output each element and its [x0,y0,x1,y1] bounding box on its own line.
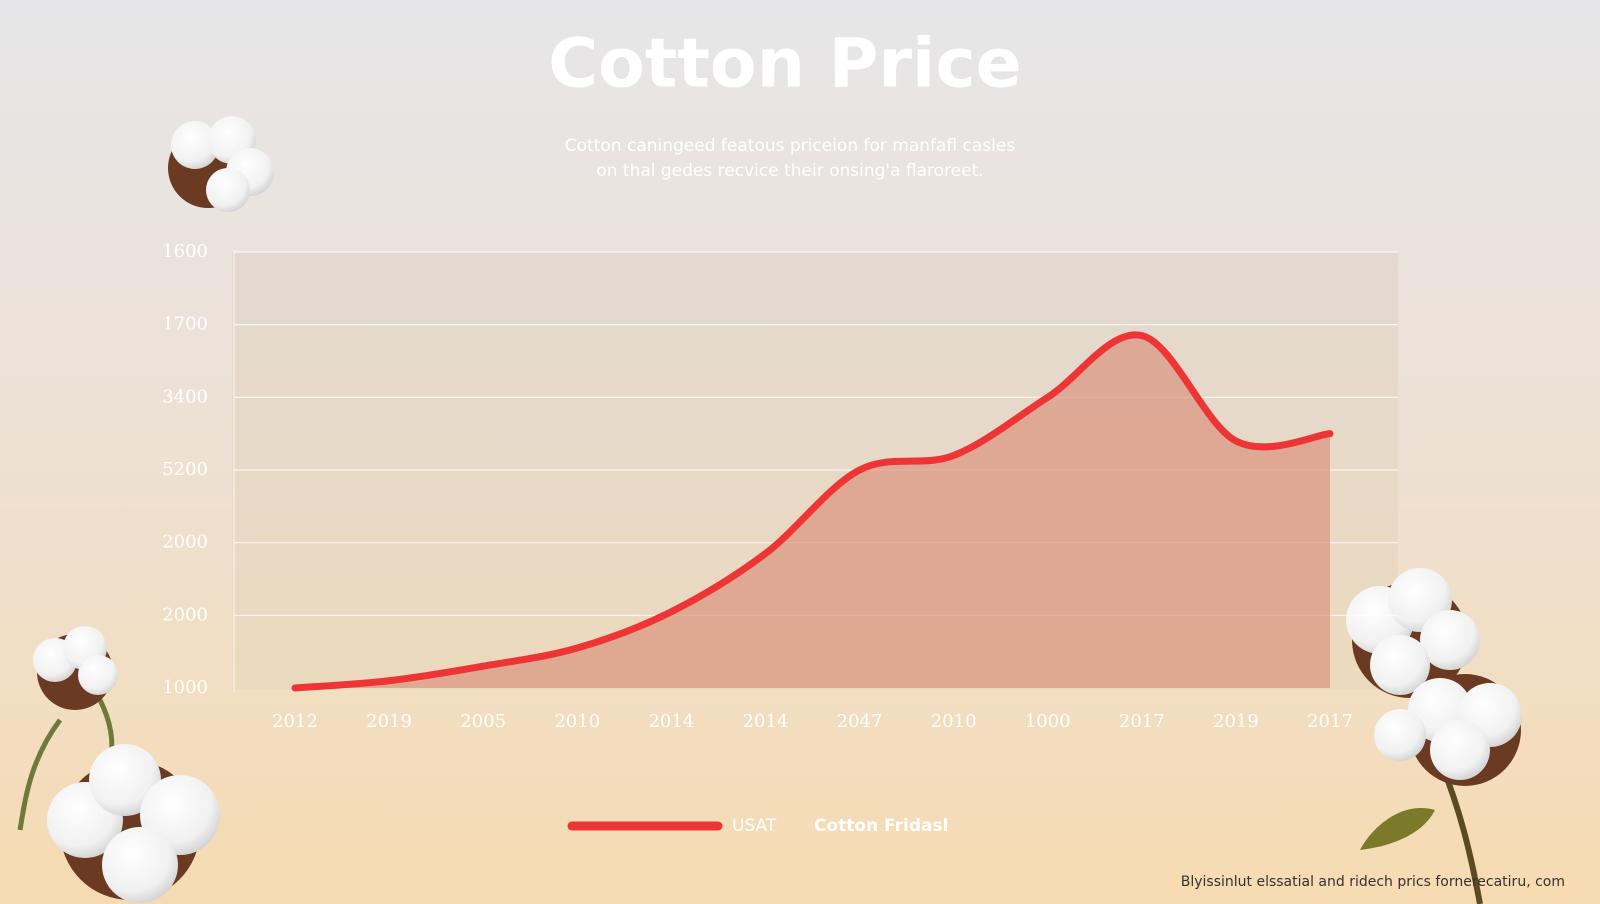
x-tick-label: 2005 [460,711,506,732]
cotton-decoration [17,626,220,903]
x-tick-label: 2017 [1307,711,1353,732]
y-tick-label: 5200 [162,459,208,480]
source-note: Blyissinlut elssatial and ridech prics f… [1181,874,1565,890]
chart-title: Cotton Price [548,25,1022,104]
x-tick-label: 2014 [743,711,789,732]
cotton-decoration [1346,568,1522,904]
x-tick-label: 2014 [648,711,694,732]
legend-note: Cotton Fridasl [814,816,948,836]
x-tick-label: 2019 [366,711,412,732]
x-tick-label: 2019 [1213,711,1259,732]
y-tick-label: 2000 [162,604,208,625]
y-tick-label: 2000 [162,532,208,553]
subtitle: on thal gedes recvice their onsing'a fla… [596,161,983,181]
x-tick-label: 2047 [837,711,883,732]
y-tick-label: 1700 [162,314,208,335]
subtitle: Cotton caningeed featous priceion for ma… [565,136,1016,156]
x-tick-label: 2010 [554,711,600,732]
x-tick-label: 1000 [1025,711,1071,732]
x-tick-label: 2010 [931,711,977,732]
x-tick-label: 2012 [272,711,318,732]
cotton-decoration [168,116,274,212]
legend-label: USAT [732,816,777,836]
y-tick-label: 3400 [162,386,208,407]
y-tick-label: 1000 [162,677,208,698]
x-tick-label: 2017 [1119,711,1165,732]
y-tick-label: 1600 [162,241,208,262]
line [291,331,1334,692]
